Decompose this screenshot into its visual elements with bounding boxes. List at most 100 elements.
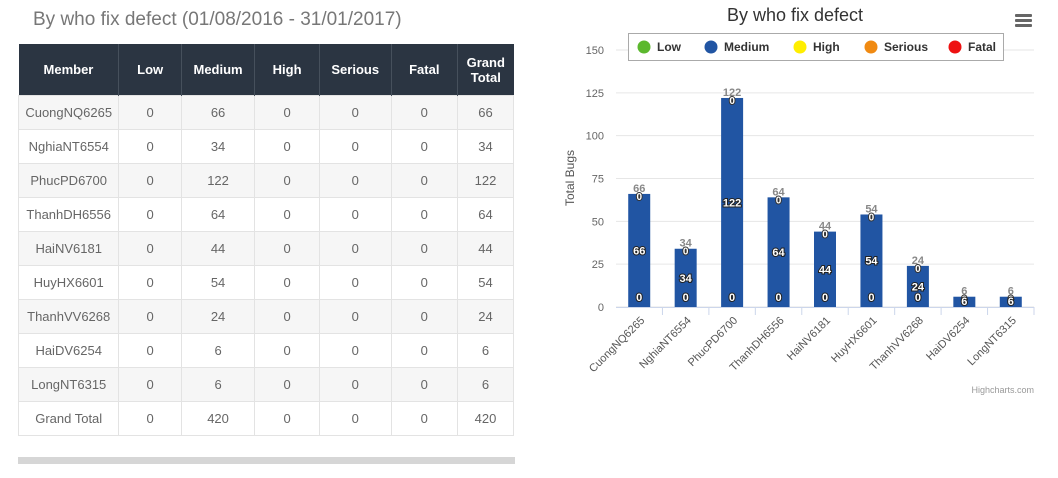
- value-cell: 0: [390, 163, 459, 198]
- y-tick-label: 100: [586, 131, 604, 143]
- bar-medium: [953, 296, 976, 307]
- data-label-zero: 0: [962, 295, 968, 306]
- column-header[interactable]: High: [254, 44, 320, 96]
- total-label: 34: [680, 238, 693, 250]
- data-label-zero: 0: [869, 212, 875, 223]
- value-cell: 6: [180, 333, 256, 368]
- value-cell: 0: [118, 333, 182, 368]
- y-tick-label: 75: [592, 174, 604, 186]
- member-cell: HaiNV6181: [17, 231, 120, 266]
- value-cell: 0: [318, 231, 392, 266]
- value-cell: 0: [390, 299, 459, 334]
- value-cell: 0: [118, 129, 182, 164]
- x-tick-label: HuyHX6601: [829, 315, 879, 365]
- data-label-low: 0: [636, 292, 642, 304]
- legend-marker: [637, 40, 651, 54]
- y-tick-label: 25: [592, 259, 604, 271]
- column-header[interactable]: Fatal: [391, 44, 459, 96]
- legend-item[interactable]: Low: [657, 40, 682, 54]
- table-header-row: Member Low Medium High Serious Fatal Grand Tot…: [18, 44, 514, 96]
- data-label-medium: 34: [680, 273, 693, 285]
- member-cell: HaiDV6254: [17, 333, 120, 368]
- legend-item[interactable]: Medium: [724, 40, 769, 54]
- chart-title: By who fix defect: [726, 5, 864, 25]
- value-cell: 0: [318, 333, 392, 368]
- member-cell: CuongNQ6265: [17, 95, 120, 130]
- data-label-medium: 66: [633, 245, 645, 257]
- table-row: LongNT6315 0 6 0 0 0 6: [17, 367, 514, 402]
- value-cell: 0: [118, 95, 182, 130]
- y-tick-label: 0: [598, 302, 604, 314]
- table-title: By who fix defect (01/08/2016 - 31/01/20…: [33, 9, 402, 30]
- data-label-zero: 0: [822, 230, 828, 241]
- data-label-zero: 0: [915, 264, 921, 275]
- data-label-medium: 24: [912, 281, 925, 293]
- legend-item[interactable]: High: [813, 40, 840, 54]
- data-label-zero: 0: [1008, 295, 1014, 306]
- column-header[interactable]: Grand Total: [457, 44, 514, 96]
- total-label: 24: [912, 255, 925, 267]
- member-cell: LongNT6315: [17, 367, 120, 402]
- x-tick-label: CuongNQ6265: [587, 315, 647, 375]
- data-label-medium: 64: [772, 247, 785, 259]
- value-cell: 0: [390, 129, 459, 164]
- legend-marker: [948, 40, 962, 54]
- value-cell: 0: [390, 95, 459, 130]
- value-cell: 0: [318, 197, 392, 232]
- value-cell: 66: [180, 95, 256, 130]
- value-cell: 0: [118, 197, 182, 232]
- value-cell: 6: [457, 333, 514, 368]
- bar-medium: [999, 296, 1022, 307]
- data-label-low: 0: [683, 292, 689, 304]
- value-cell: 0: [390, 401, 459, 436]
- total-label: 44: [819, 221, 832, 233]
- total-label: 122: [723, 87, 741, 99]
- legend-item[interactable]: Fatal: [968, 40, 996, 54]
- legend-marker: [704, 40, 718, 54]
- member-cell: Grand Total: [17, 401, 120, 436]
- legend-box: [628, 33, 1004, 61]
- total-label: 6: [961, 286, 967, 298]
- value-cell: 64: [180, 197, 256, 232]
- value-cell: 0: [318, 129, 392, 164]
- data-label-low: 0: [822, 292, 828, 304]
- table-row: HaiNV6181 0 44 0 0 0 44: [17, 231, 514, 266]
- bar-medium: [906, 265, 929, 307]
- data-label-medium: 6: [961, 296, 967, 308]
- column-header[interactable]: Member: [18, 44, 120, 96]
- value-cell: 44: [180, 231, 256, 266]
- table-row: PhucPD6700 0 122 0 0 0 122: [17, 163, 514, 198]
- column-header[interactable]: Serious: [319, 44, 392, 96]
- bar-medium: [628, 193, 651, 307]
- value-cell: 0: [118, 401, 182, 436]
- column-header[interactable]: Low: [118, 44, 182, 96]
- data-label-low: 0: [729, 292, 735, 304]
- x-tick-label: HaiDV6254: [924, 315, 972, 363]
- horizontal-scrollbar[interactable]: [18, 457, 515, 464]
- y-tick-label: 50: [592, 216, 604, 228]
- table-row: HaiDV6254 0 6 0 0 0 6: [17, 333, 514, 368]
- value-cell: 0: [390, 333, 459, 368]
- value-cell: 24: [457, 299, 514, 334]
- hamburger-menu-icon[interactable]: [1015, 14, 1032, 28]
- legend-item[interactable]: Serious: [884, 40, 928, 54]
- value-cell: 0: [118, 367, 182, 402]
- value-cell: 54: [180, 265, 256, 300]
- value-cell: 0: [318, 95, 392, 130]
- value-cell: 0: [118, 265, 182, 300]
- data-label-zero: 0: [729, 96, 735, 107]
- value-cell: 64: [457, 197, 514, 232]
- value-cell: 420: [457, 401, 514, 436]
- data-label-medium: 6: [1008, 296, 1014, 308]
- total-label: 66: [633, 183, 645, 195]
- bar-medium: [814, 231, 836, 307]
- data-label-medium: 44: [819, 264, 832, 276]
- data-label-medium: 122: [723, 197, 741, 209]
- column-header[interactable]: Medium: [181, 44, 256, 96]
- value-cell: 6: [180, 367, 256, 402]
- member-cell: HuyHX6601: [17, 265, 120, 300]
- y-tick-label: 125: [586, 88, 604, 100]
- value-cell: 0: [254, 197, 320, 232]
- table-row: HuyHX6601 0 54 0 0 0 54: [17, 265, 514, 300]
